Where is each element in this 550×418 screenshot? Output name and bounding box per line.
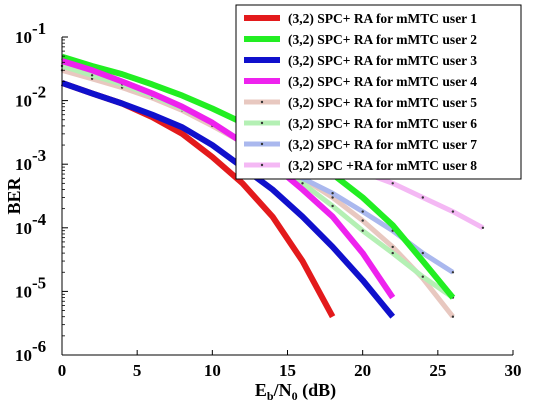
series-8-point: [451, 210, 455, 213]
legend-item-5: (3,2) SPC+ RA for mMTC user 5: [244, 95, 477, 110]
x-axis-title-mid: /N: [273, 380, 292, 400]
series-6-point: [90, 74, 94, 77]
legend-label: (3,2) SPC+ RA for mMTC user 7: [288, 137, 477, 152]
series-6-point: [391, 251, 394, 255]
x-axis-title-tail: (dB): [298, 380, 337, 401]
x-tick-label: 20: [354, 361, 371, 380]
y-tick-label: 10: [15, 282, 32, 301]
x-axis-title-sub1: b: [267, 389, 274, 403]
series-3: [61, 80, 396, 319]
y-tick-base: 10: [15, 155, 32, 174]
legend-item-3: (3,2) SPC+ RA for mMTC user 3: [244, 53, 477, 68]
y-tick-exponent: -2: [32, 83, 46, 102]
y-tick-label: 10: [15, 155, 32, 174]
legend-label: (3,2) SPC+ RA for mMTC user 1: [288, 11, 477, 26]
y-tick-label: 10: [15, 346, 32, 365]
x-tick-label: 5: [133, 361, 142, 380]
y-tick-label: 10: [15, 28, 32, 47]
series-7-point: [361, 210, 364, 213]
legend-label: (3,2) SPC+ RA for mMTC user 6: [288, 116, 477, 131]
x-tick-label: 25: [429, 361, 446, 380]
legend-item-8: (3,2) SPC +RA for mMTC user 8: [244, 158, 477, 173]
series-7-point: [451, 271, 455, 274]
y-tick-exponent: -4: [32, 210, 47, 229]
y-tick-exponent: -1: [32, 19, 46, 38]
y-tick-label: 10: [15, 219, 32, 238]
y-tick-exponent: -5: [32, 273, 46, 292]
x-axis-title: Eb/N0 (dB): [255, 380, 336, 403]
legend-item-1: (3,2) SPC+ RA for mMTC user 1: [244, 11, 477, 26]
y-tick-base: 10: [15, 92, 32, 111]
legend-box: [235, 4, 522, 180]
legend-swatch-marker: [260, 100, 264, 104]
y-tick-exponent: -6: [32, 337, 46, 356]
series-6-point: [301, 182, 304, 185]
y-tick-base: 10: [15, 282, 32, 301]
series-7-point: [421, 251, 424, 255]
legend: (3,2) SPC+ RA for mMTC user 1 (3,2) SPC+ …: [235, 4, 522, 180]
series-line-4: [61, 58, 396, 300]
x-axis-title-main: E: [255, 380, 267, 400]
y-tick-exponent: -3: [32, 146, 46, 165]
x-tick-label: 15: [279, 361, 296, 380]
series-5-point: [331, 196, 334, 199]
y-tick-label: 10: [15, 92, 32, 111]
series-6-point: [361, 229, 364, 232]
y-axis-title: BER: [4, 176, 24, 214]
legend-item-4: (3,2) SPC+ RA for mMTC user 4: [244, 74, 477, 89]
legend-label: (3,2) SPC+ RA for mMTC user 2: [288, 32, 477, 47]
y-tick-base: 10: [15, 346, 32, 365]
series-6-point: [421, 275, 424, 278]
legend-swatch-marker: [260, 121, 264, 125]
y-tick-base: 10: [15, 219, 32, 238]
series-8-point: [421, 196, 424, 199]
legend-label: (3,2) SPC+ RA for mMTC user 3: [288, 53, 477, 68]
legend-item-2: (3,2) SPC+ RA for mMTC user 2: [244, 32, 477, 47]
x-tick-label: 0: [58, 361, 67, 380]
x-tick-label: 30: [505, 361, 522, 380]
series-7-point: [331, 192, 334, 195]
series-6-point: [331, 204, 334, 208]
legend-swatch-marker: [260, 142, 264, 146]
series-5-point: [361, 219, 364, 222]
legend-item-7: (3,2) SPC+ RA for mMTC user 7: [244, 137, 477, 152]
legend-item-6: (3,2) SPC+ RA for mMTC user 6: [244, 116, 477, 131]
series-5-point: [391, 245, 394, 249]
y-tick-base: 10: [15, 28, 32, 47]
series-8-point: [481, 226, 485, 229]
legend-label: (3,2) SPC +RA for mMTC user 8: [288, 158, 477, 173]
series-4: [61, 58, 396, 300]
series-8-point: [391, 182, 394, 185]
legend-label: (3,2) SPC+ RA for mMTC user 4: [288, 74, 477, 89]
legend-swatch-marker: [260, 163, 264, 167]
series-5-point: [451, 315, 455, 318]
series-5-point: [90, 77, 94, 81]
series-line-3: [61, 80, 396, 319]
x-axis-title-sub2: 0: [292, 389, 298, 403]
legend-label: (3,2) SPC+ RA for mMTC user 5: [288, 95, 477, 110]
x-tick-label: 10: [204, 361, 221, 380]
